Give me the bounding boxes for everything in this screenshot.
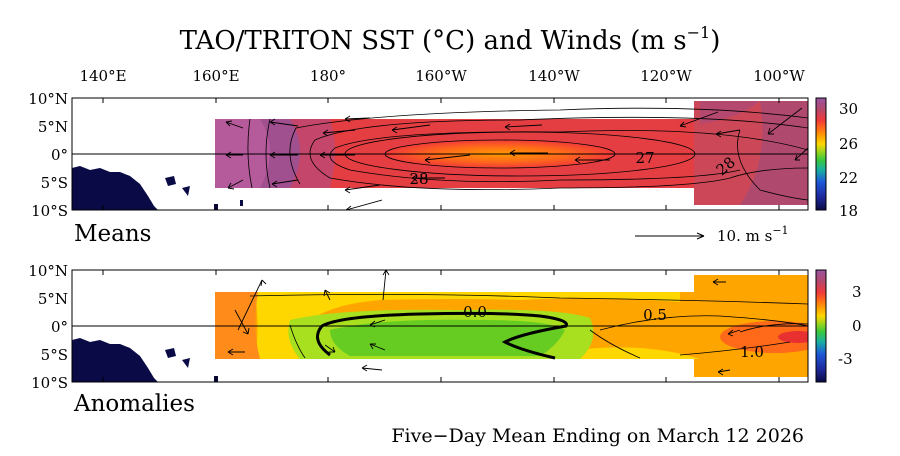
east-purple <box>700 101 760 124</box>
island <box>240 200 243 206</box>
wind-arrow <box>234 309 250 335</box>
island <box>182 186 190 196</box>
wind-arrow <box>322 129 356 137</box>
wind-arrow <box>679 111 719 128</box>
anomalies-panel-label: Anomalies <box>73 391 195 417</box>
wind-arrow <box>269 118 299 127</box>
reference-arrow <box>635 232 705 240</box>
colorbar-tick-label: -3 <box>838 350 853 368</box>
x-tick-label: 120°W <box>640 67 692 85</box>
wind-arrow <box>382 270 390 301</box>
wind-arrow <box>712 278 726 286</box>
contour-line <box>679 341 791 356</box>
reference-label: 10. m s−1 <box>717 224 789 245</box>
wind-arrow <box>715 129 741 138</box>
y-tick-label: 5°N <box>38 118 68 136</box>
wind-arrow <box>324 344 336 353</box>
wind-arrow <box>227 179 244 190</box>
x-tick-label: 140°E <box>79 67 126 85</box>
wind-arrow <box>391 124 431 134</box>
new-guinea-land <box>72 338 158 382</box>
anom-wind-vectors <box>227 270 741 376</box>
means-colorbar <box>815 97 827 211</box>
wind-arrow <box>237 279 267 331</box>
colorbar-tick-label: 26 <box>839 135 858 153</box>
y-tick-label: 10°N <box>28 262 68 280</box>
means-panel: 28 27 28 <box>28 90 858 247</box>
y-tick-label: 0° <box>51 146 68 164</box>
footer-caption: Five−Day Mean Ending on March 12 2026 <box>391 425 804 447</box>
island <box>182 358 190 368</box>
y-tick-label: 0° <box>51 318 68 336</box>
contour-label: 1.0 <box>740 343 764 361</box>
contour-line <box>289 107 808 185</box>
anomalies-frame <box>71 269 809 383</box>
contour-label: 0.5 <box>643 306 667 324</box>
contour-line <box>739 323 808 333</box>
anom-x-ticks <box>102 270 780 382</box>
east-cold-tongue <box>740 101 808 205</box>
means-x-ticks <box>102 98 780 210</box>
contour-line <box>249 294 808 305</box>
wind-arrow <box>361 364 383 372</box>
wind-arrow <box>411 174 445 182</box>
wind-arrow <box>424 154 471 164</box>
anomalies-colorbar <box>815 269 827 383</box>
wind-arrow <box>504 123 543 131</box>
wind-arrow <box>717 368 731 376</box>
new-guinea-land <box>72 166 158 210</box>
colorbar-tick-label: 0 <box>852 317 862 335</box>
wind-arrow <box>271 179 299 188</box>
anom-contours <box>249 294 808 359</box>
contour-line <box>737 129 808 201</box>
chart-title: TAO/TRITON SST (°C) and Winds (m s−1) <box>180 23 721 56</box>
anom-east-core <box>778 331 808 343</box>
anom-yellow-band <box>255 292 680 359</box>
contour-label: 0.0 <box>463 303 487 321</box>
x-tick-label: 160°E <box>192 67 239 85</box>
x-tick-label: 180° <box>310 67 346 85</box>
y-tick-label: 5°S <box>41 174 68 192</box>
anom-green <box>330 319 565 356</box>
anomalies-panel: 0.0 0.5 1.0 <box>28 262 861 417</box>
contour-label: 28 <box>409 170 428 188</box>
contour-line <box>599 315 808 331</box>
island <box>165 348 176 358</box>
means-panel-label: Means <box>74 221 152 247</box>
y-tick-label: 10°N <box>28 90 68 108</box>
wind-arrow <box>225 120 244 129</box>
means-frame <box>71 97 809 211</box>
island <box>165 176 176 186</box>
x-tick-label: 100°W <box>753 67 805 85</box>
contour-line <box>589 329 641 359</box>
x-tick-label: 140°W <box>528 67 580 85</box>
x-tick-label: 160°W <box>415 67 467 85</box>
anom-east-red <box>720 321 808 353</box>
y-tick-label: 10°S <box>31 374 68 392</box>
contour-line <box>289 324 306 359</box>
y-tick-label: 5°S <box>41 346 68 364</box>
wind-arrow <box>323 289 331 301</box>
y-tick-label: 5°N <box>38 290 68 308</box>
wind-arrow <box>574 156 610 164</box>
wind-arrow <box>727 329 741 337</box>
colorbar-tick-label: 22 <box>839 169 858 187</box>
colorbar-tick-label: 3 <box>852 283 862 301</box>
wind-arrow <box>369 343 386 351</box>
wind-arrow <box>344 184 381 194</box>
wind-arrow <box>767 107 803 135</box>
colorbar-tick-label: 30 <box>839 100 858 118</box>
wind-arrow <box>227 348 245 356</box>
contour-line <box>309 116 808 191</box>
wind-arrow <box>345 199 383 210</box>
wind-vectors <box>225 107 808 210</box>
wind-arrow <box>344 115 371 123</box>
y-tick-label: 10°S <box>31 202 68 220</box>
wind-reference: 10. m s−1 <box>635 224 789 245</box>
colorbar-tick-label: 18 <box>839 202 858 220</box>
x-tick-labels: 140°E 160°E 180° 160°W 140°W 120°W 100°W <box>79 67 805 85</box>
contour-label: 27 <box>635 149 654 167</box>
sst-contours <box>247 107 808 201</box>
